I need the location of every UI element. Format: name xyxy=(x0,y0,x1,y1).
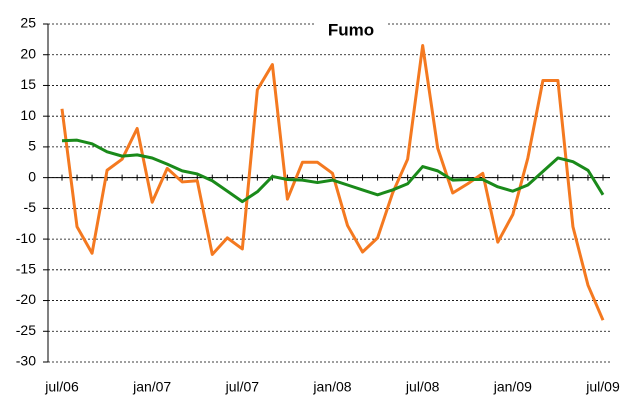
y-tick-label: 0 xyxy=(28,168,36,184)
y-tick-label: 25 xyxy=(20,15,36,31)
y-tick-label: 10 xyxy=(20,107,36,123)
x-tick-label: jul/06 xyxy=(44,379,79,395)
chart-title: Fumo xyxy=(328,20,374,39)
y-tick-label: -10 xyxy=(16,230,36,246)
x-tick-label: jul/07 xyxy=(225,379,260,395)
title-background xyxy=(316,18,386,44)
x-tick-label: jan/09 xyxy=(493,379,532,395)
y-tick-label: 20 xyxy=(20,45,36,61)
y-tick-label: -30 xyxy=(16,353,36,369)
y-tick-label: -25 xyxy=(16,322,36,338)
y-tick-label: -15 xyxy=(16,261,36,277)
line-series xyxy=(60,44,605,321)
line-series xyxy=(61,138,605,204)
y-tick-label: -5 xyxy=(24,199,37,215)
y-tick-label: 5 xyxy=(28,138,36,154)
y-tick-label: -20 xyxy=(16,291,36,307)
x-tick-label: jan/08 xyxy=(312,379,351,395)
x-tick-label: jan/07 xyxy=(132,379,171,395)
x-tick-label: jul/08 xyxy=(405,379,440,395)
x-tick-label: jul/09 xyxy=(585,379,620,395)
y-tick-label: 15 xyxy=(20,76,36,92)
